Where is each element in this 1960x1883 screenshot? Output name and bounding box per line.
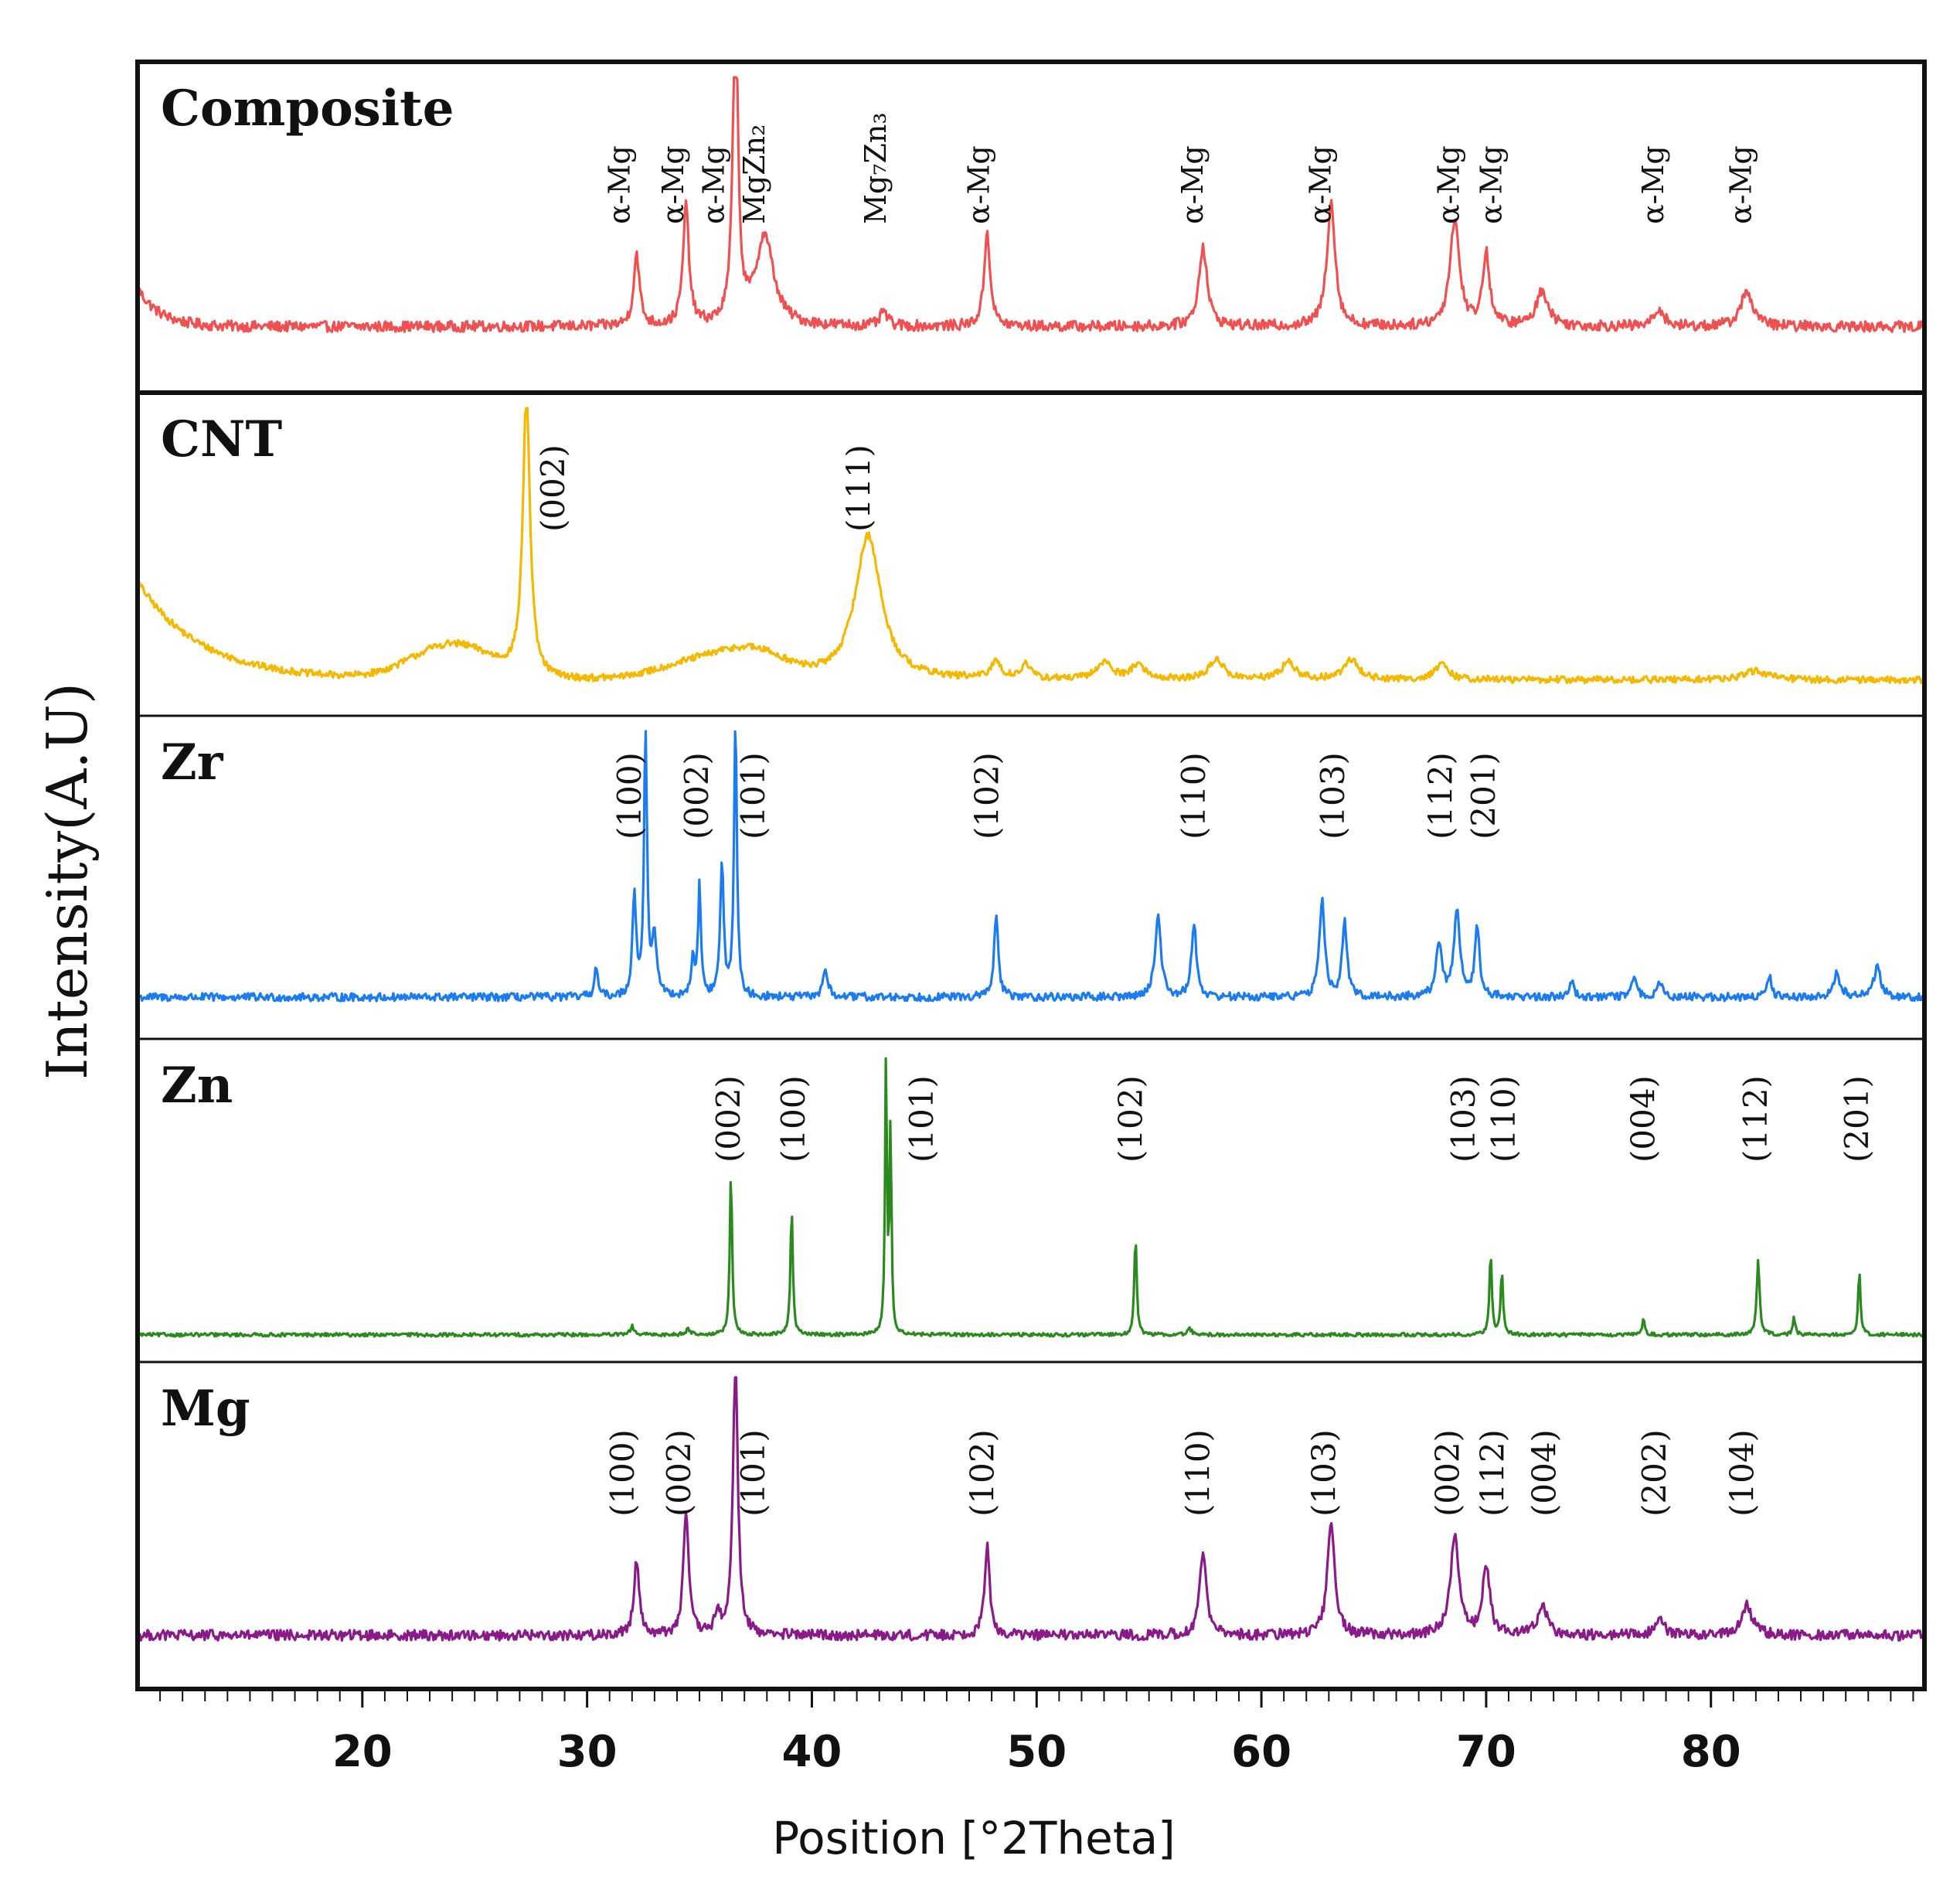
peak-label: Mg₇Zn₃	[859, 112, 893, 224]
peak-label: α-Mg	[1475, 145, 1509, 224]
peak-label: MgZn₂	[737, 124, 771, 224]
x-tick-label: 40	[781, 1727, 842, 1777]
series-zr	[137, 730, 1926, 1003]
peak-label: (110)	[1179, 1429, 1217, 1517]
peak-label: (004)	[1625, 1075, 1662, 1163]
peak-label: (111)	[840, 444, 878, 532]
x-tick-label: 70	[1456, 1727, 1516, 1777]
series-cnt	[136, 407, 1926, 685]
peak-label: (103)	[1444, 1075, 1482, 1163]
peak-label: α-Mg	[1432, 145, 1466, 224]
peak-label: (110)	[1175, 752, 1213, 839]
peak-label: (201)	[1465, 752, 1502, 839]
peak-label: α-Mg	[1636, 145, 1670, 224]
x-tick-label: 50	[1006, 1727, 1067, 1777]
peak-label: (100)	[611, 752, 648, 839]
y-axis-label: Intensity(A.U)	[35, 683, 100, 1080]
peak-label: (103)	[1314, 752, 1352, 839]
peak-label: α-Mg	[1304, 145, 1338, 224]
panel-title: CNT	[161, 410, 282, 468]
panel-zr: Zr (100) (002) (101) (102) (110) (103) (112) (20…	[137, 730, 1926, 1003]
x-tick-label: 60	[1231, 1727, 1291, 1777]
peak-label: (002)	[678, 752, 716, 839]
panel-cnt: CNT (002) (111)	[136, 407, 1926, 685]
series-mg	[136, 1376, 1925, 1642]
peak-label: α-Mg	[962, 145, 996, 224]
panel-title: Mg	[161, 1380, 250, 1438]
peak-label: (201)	[1838, 1075, 1876, 1163]
peak-label: (101)	[734, 752, 772, 839]
x-axis-label: Position [°2Theta]	[772, 1812, 1176, 1864]
peak-label: (102)	[964, 1429, 1002, 1517]
peak-label: α-Mg	[1176, 145, 1210, 224]
series-zn	[136, 1057, 1926, 1338]
peak-label: α-Mg	[602, 145, 636, 224]
panel-title: Zn	[161, 1057, 233, 1115]
peak-label: α-Mg	[1724, 145, 1758, 224]
x-axis: 20 30 40 50 60 70 80	[135, 60, 1927, 1777]
peak-label: (103)	[1305, 1429, 1343, 1517]
peak-label: (102)	[968, 752, 1006, 839]
peak-label: (004)	[1526, 1429, 1564, 1517]
peak-label: (100)	[774, 1075, 812, 1163]
peak-label: (002)	[709, 1075, 747, 1163]
peak-label: (101)	[903, 1075, 941, 1163]
panel-zn: Zn (002) (100) (101) (102) (103) (110) (004) (11…	[136, 1057, 1926, 1338]
peak-label: α-Mg	[697, 145, 731, 224]
panel-title: Zr	[161, 734, 224, 792]
peak-label: (002)	[1429, 1429, 1467, 1517]
x-tick-label: 80	[1681, 1727, 1741, 1777]
peak-label: (112)	[1737, 1075, 1775, 1163]
x-tick-label: 20	[332, 1727, 393, 1777]
series-composite	[136, 76, 1926, 333]
plot-frame	[135, 60, 1927, 1691]
panel-mg: Mg(100) (002) (101) (102) (110) (103) (002) (11…	[136, 1376, 1925, 1642]
peak-label: (100)	[604, 1429, 641, 1517]
peak-label: (002)	[660, 1429, 698, 1517]
peak-label: (110)	[1485, 1075, 1523, 1163]
peak-label: (112)	[1474, 1429, 1512, 1517]
peak-label: (002)	[534, 444, 572, 532]
peak-label: (202)	[1635, 1429, 1673, 1517]
peak-label: α-Mg	[656, 145, 690, 224]
x-tick-label: 30	[557, 1727, 618, 1777]
peak-label: (104)	[1723, 1429, 1761, 1517]
panel-title: Composite	[161, 80, 454, 138]
peak-label: (102)	[1111, 1075, 1149, 1163]
peak-label: (101)	[734, 1429, 772, 1517]
peak-label: (112)	[1422, 752, 1460, 839]
